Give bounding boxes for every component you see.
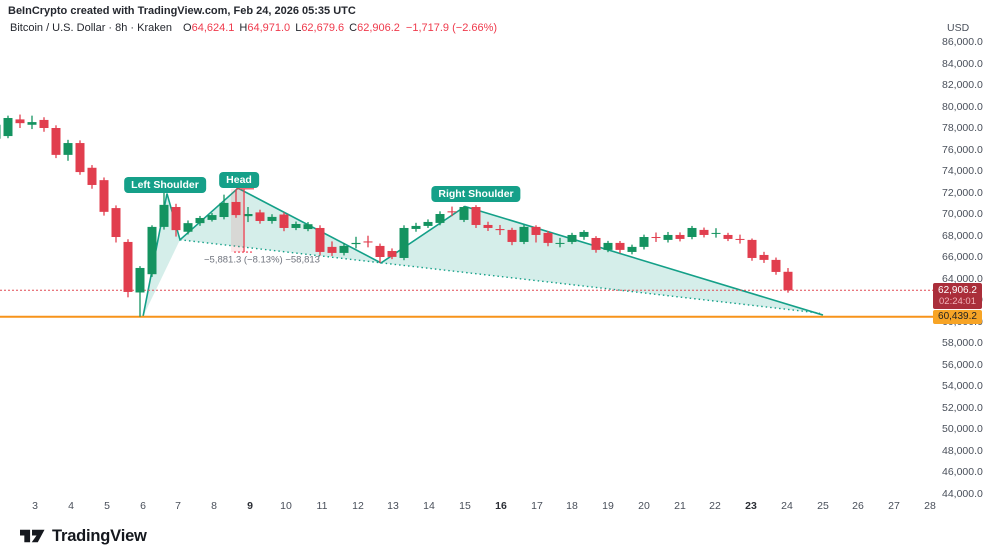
time-tick-label: 16 <box>495 500 507 512</box>
price-tick-label: 54,000.0 <box>942 380 983 392</box>
time-tick-label: 12 <box>352 500 364 512</box>
price-tick-label: 56,000.0 <box>942 358 983 371</box>
time-tick-label: 26 <box>852 500 864 512</box>
time-tick-label: 13 <box>387 500 399 512</box>
price-tick-label: 70,000.0 <box>942 208 983 220</box>
price-tick-label: 76,000.0 <box>942 143 983 156</box>
open-label: O <box>183 22 192 34</box>
time-tick-label: 17 <box>531 500 543 512</box>
price-tick-label: 78,000.0 <box>942 122 983 134</box>
price-tick-label: 86,000.0 <box>942 36 983 48</box>
time-tick-label: 15 <box>459 500 471 512</box>
time-tick-label: 25 <box>817 500 829 512</box>
time-tick-label: 6 <box>140 500 146 512</box>
open-value: 64,624.1 <box>191 22 235 34</box>
time-tick-label: 19 <box>602 500 614 512</box>
time-tick-label: 24 <box>781 500 793 512</box>
price-tick-label: 68,000.0 <box>942 229 983 242</box>
price-axis[interactable]: USD 86,000.0 84,000.0 82,000.0 80,000.0 78,0… <box>935 0 984 518</box>
price-tick-label: 84,000.0 <box>942 57 983 70</box>
time-tick-label: 3 <box>32 500 38 512</box>
tradingview-logo-text: TradingView <box>52 526 147 545</box>
footer: TradingView <box>0 518 984 554</box>
price-tick-label: 46,000.0 <box>942 466 983 478</box>
close-label: C <box>349 22 358 34</box>
time-tick-label: 22 <box>709 500 721 512</box>
high-label: H <box>239 22 248 34</box>
time-tick-label: 5 <box>104 500 110 512</box>
right-shoulder-label[interactable]: Right Shoulder <box>431 185 521 202</box>
price-tick-label: 44,000.0 <box>942 487 983 500</box>
symbol-title: Bitcoin / U.S. Dollar · 8h · Kraken <box>10 22 173 34</box>
time-tick-label: 10 <box>280 500 292 512</box>
symbol-info-bar: Bitcoin / U.S. Dollar · 8h · Kraken O64,6… <box>10 22 497 34</box>
change-value: −1,717.9 (−2.66%) <box>405 22 498 34</box>
price-tick-label: 50,000.0 <box>942 423 983 435</box>
price-tick-label: 74,000.0 <box>942 165 983 177</box>
time-tick-label: 23 <box>745 500 757 512</box>
price-tick-label: 66,000.0 <box>942 251 983 263</box>
close-value: 62,906.2 <box>357 22 400 34</box>
price-tick-label: 52,000.0 <box>942 401 983 414</box>
tradingview-logo[interactable]: TradingView <box>20 527 147 546</box>
bar-countdown: 02:24:01 <box>939 296 976 308</box>
price-tick-label: 64,000.0 <box>942 272 983 285</box>
left-shoulder-label[interactable]: Left Shoulder <box>124 176 206 193</box>
support-level-value: 60,439.2 <box>938 311 977 323</box>
price-axis-unit: USD <box>947 22 970 34</box>
time-axis[interactable]: 3 4 5 6 7 8 9 10 11 12 13 14 15 16 17 18 19 20 21 22 23 24 25 2… <box>0 494 936 519</box>
price-tick-label: 80,000.0 <box>942 100 983 113</box>
head-label[interactable]: Head <box>219 171 259 188</box>
time-tick-label: 27 <box>888 500 900 512</box>
support-level-badge: 60,439.2 <box>933 309 982 324</box>
last-price-value: 62,906.2 <box>938 285 977 297</box>
time-tick-label: 28 <box>924 500 936 512</box>
last-price-badge: 62,906.2 02:24:01 <box>933 283 982 310</box>
time-tick-label: 9 <box>247 500 253 512</box>
time-tick-label: 14 <box>423 500 435 512</box>
price-tick-label: 58,000.0 <box>942 337 983 349</box>
low-label: L <box>295 22 302 34</box>
time-tick-label: 4 <box>68 500 74 512</box>
time-tick-label: 20 <box>638 500 650 512</box>
low-value: 62,679.6 <box>301 22 345 34</box>
chart-credit: BeInCrypto created with TradingView.com,… <box>8 5 356 17</box>
tradingview-logo-icon <box>20 529 45 543</box>
time-tick-label: 7 <box>175 500 181 512</box>
price-tick-label: 82,000.0 <box>942 79 983 91</box>
price-chart[interactable] <box>0 0 935 518</box>
time-tick-label: 18 <box>566 500 578 512</box>
time-tick-label: 11 <box>316 500 328 512</box>
price-range-measurement-label[interactable]: −5,881.3 (−8.13%) −58,813 <box>204 254 320 266</box>
price-tick-label: 72,000.0 <box>942 186 983 199</box>
high-value: 64,971.0 <box>247 22 291 34</box>
price-tick-label: 48,000.0 <box>942 444 983 457</box>
time-tick-label: 8 <box>211 500 217 512</box>
time-tick-label: 21 <box>674 500 686 512</box>
